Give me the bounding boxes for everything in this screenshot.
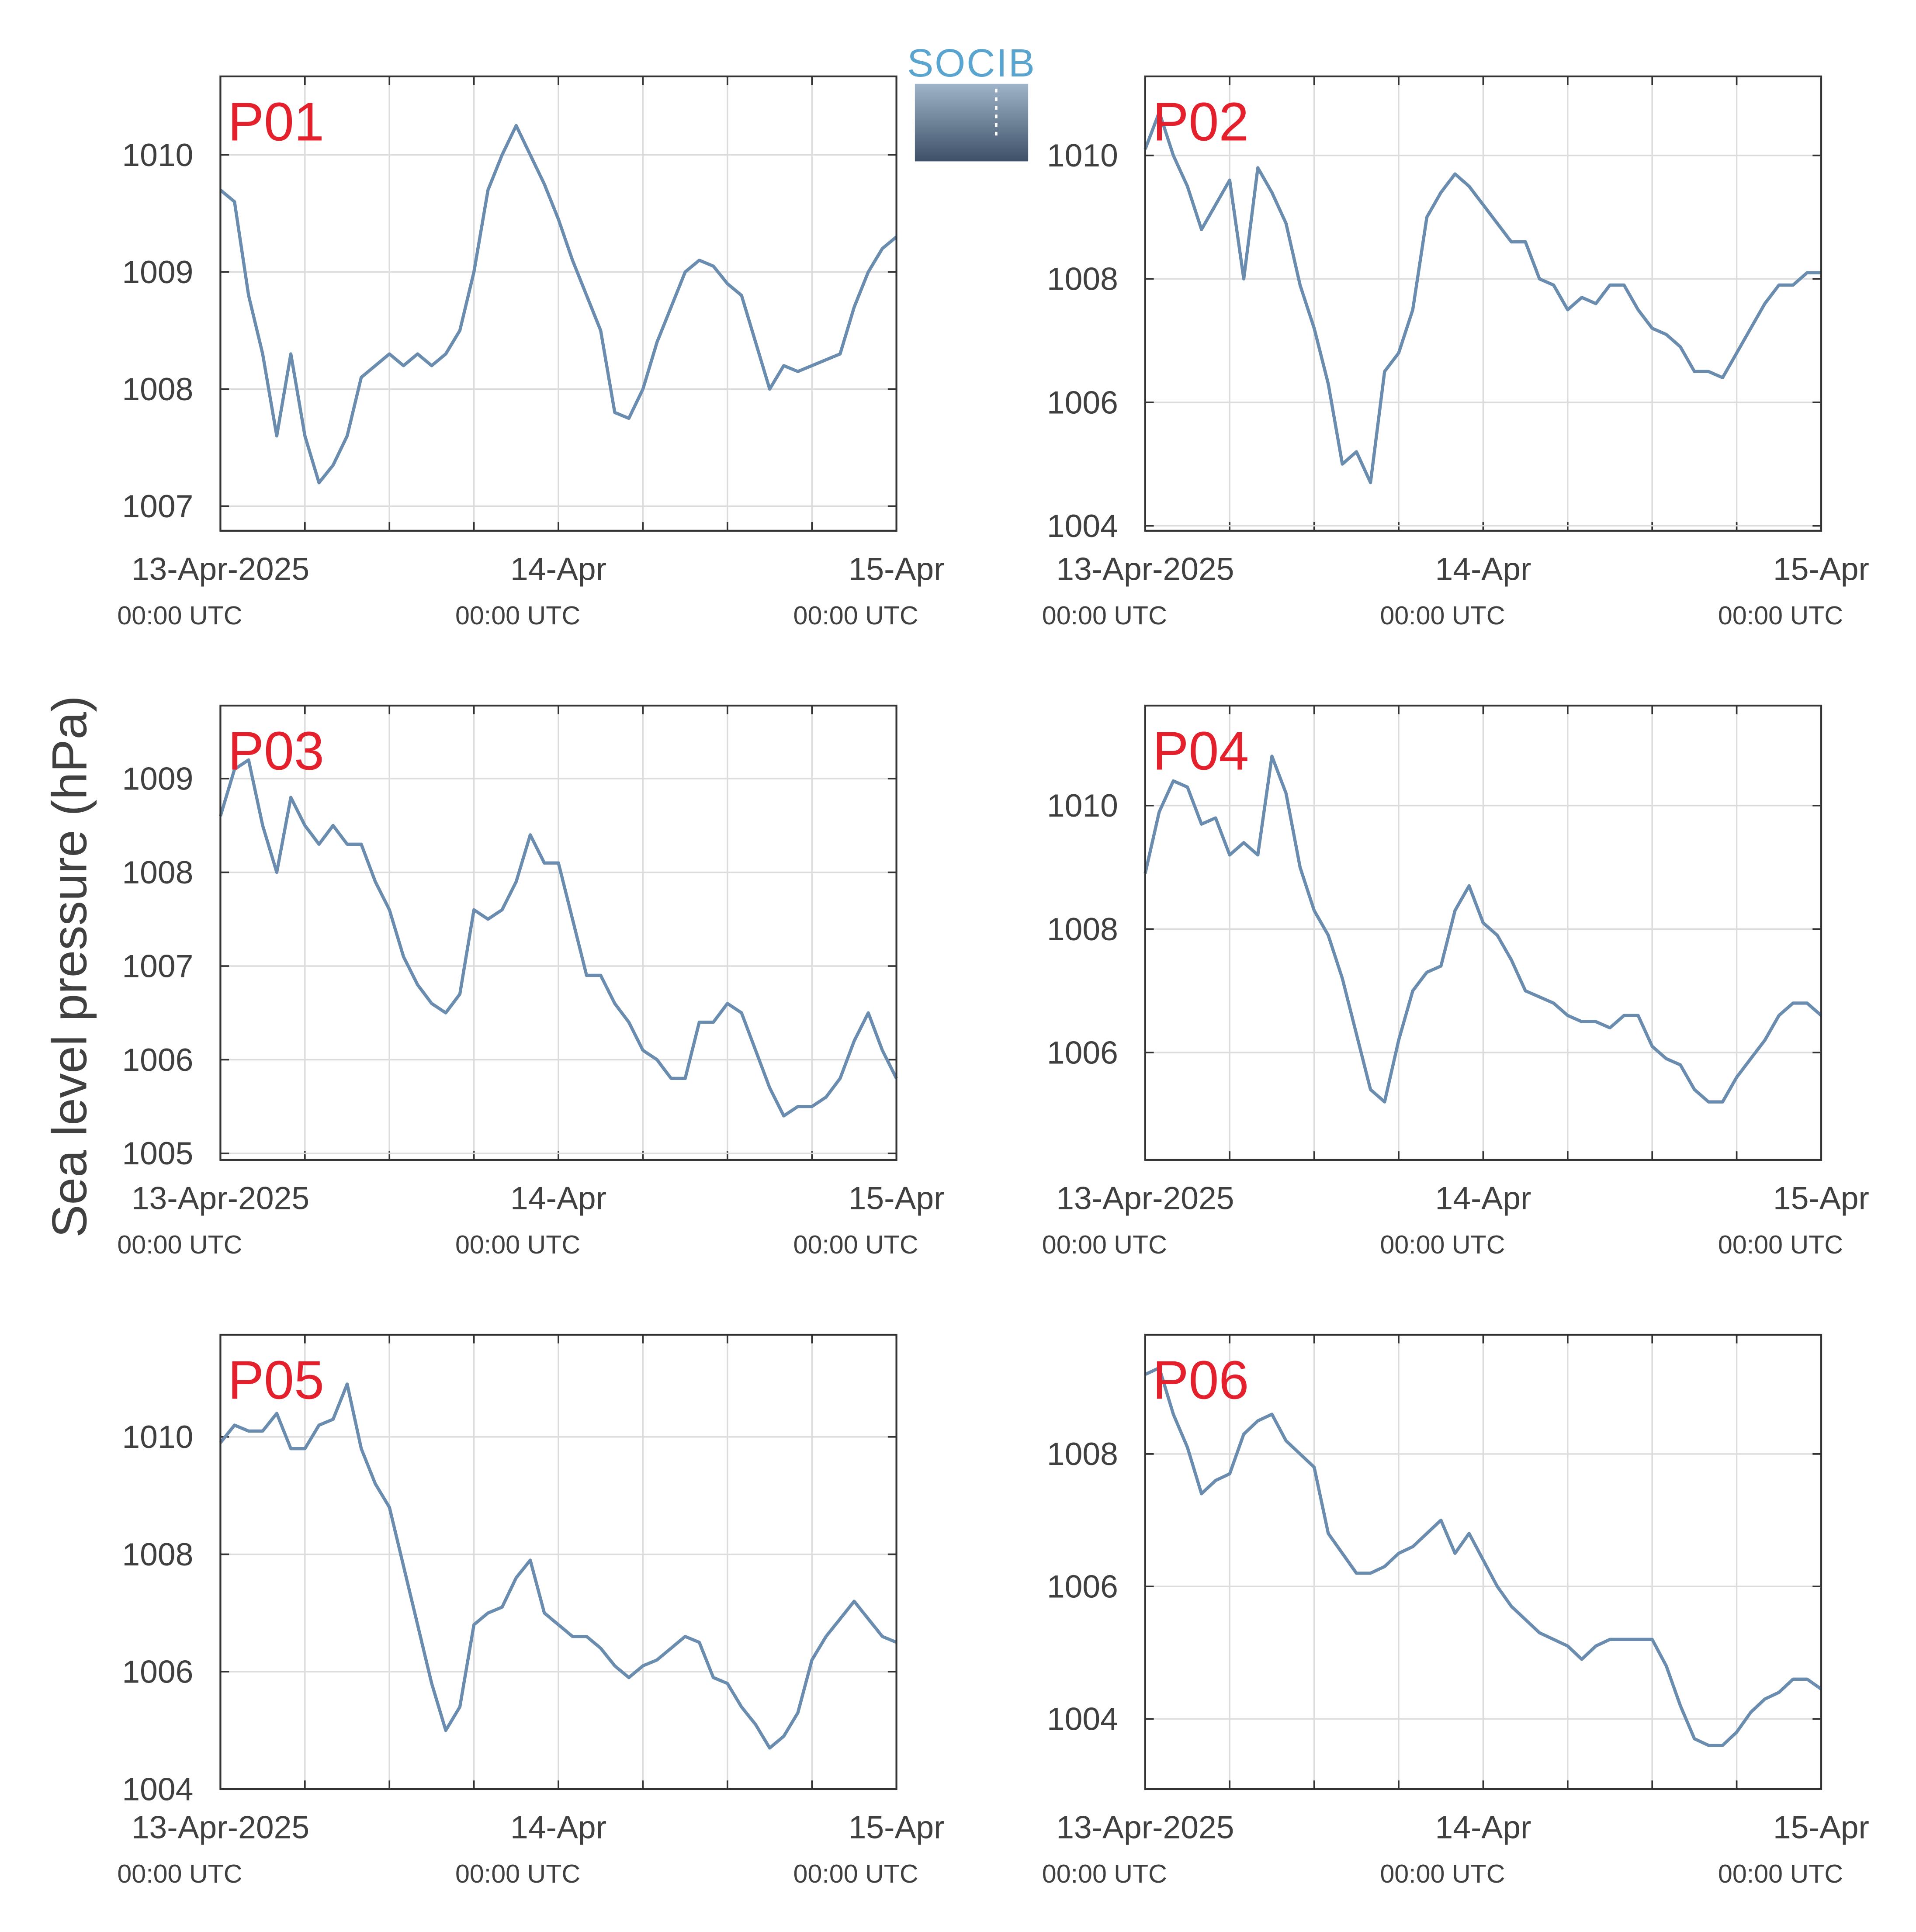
- y-tick-label: 1006: [122, 1654, 193, 1690]
- y-tick-label: 1004: [1047, 1701, 1118, 1737]
- axes-frame: [219, 704, 897, 1161]
- logo-text: SOCIB: [907, 41, 1036, 85]
- x-tick-label: 13-Apr-2025: [132, 1810, 309, 1845]
- x-tick-label: 14-Apr: [1435, 1181, 1531, 1216]
- y-tick-label: 1008: [122, 371, 193, 407]
- y-tick-label: 1006: [1047, 1568, 1118, 1604]
- axes-frame: [219, 1333, 897, 1790]
- y-tick-label: 1009: [122, 761, 193, 797]
- panel-title: P03: [228, 721, 324, 782]
- x-tick-sublabel: 00:00 UTC: [1042, 1230, 1167, 1259]
- x-tick-label: 15-Apr: [849, 551, 945, 587]
- x-tick-sublabel: 00:00 UTC: [1380, 1859, 1505, 1888]
- x-tick-label: 15-Apr: [1773, 1181, 1869, 1216]
- panel: 13-Apr-2025 00:00 UTC 14-Apr 00:00 UTC 15-Ap…: [1042, 704, 1869, 1259]
- y-tick-label: 1006: [1047, 384, 1118, 420]
- y-tick-label: 1010: [122, 137, 193, 173]
- x-tick-sublabel: 00:00 UTC: [455, 1230, 580, 1259]
- y-axis-label: Sea level pressure (hPa): [42, 696, 97, 1238]
- x-tick-label: 15-Apr: [1773, 551, 1869, 587]
- y-tick-label: 1008: [1047, 261, 1118, 297]
- x-tick-sublabel: 00:00 UTC: [117, 1859, 242, 1888]
- panel: 13-Apr-2025 00:00 UTC 14-Apr 00:00 UTC 15-Ap…: [117, 1333, 945, 1888]
- x-tick-label: 14-Apr: [510, 551, 606, 587]
- x-tick-label: 13-Apr-2025: [132, 1181, 309, 1216]
- x-tick-label: 15-Apr: [1773, 1810, 1869, 1845]
- x-tick-sublabel: 00:00 UTC: [1718, 1859, 1843, 1888]
- x-tick-sublabel: 00:00 UTC: [1042, 601, 1167, 630]
- y-tick-label: 1008: [1047, 911, 1118, 947]
- y-tick-label: 1006: [1047, 1035, 1118, 1070]
- x-tick-sublabel: 00:00 UTC: [455, 1859, 580, 1888]
- axes-frame: [1144, 704, 1822, 1161]
- axes-frame: [1144, 75, 1822, 532]
- y-tick-label: 1006: [122, 1042, 193, 1078]
- panel-title: P05: [228, 1350, 324, 1411]
- x-tick-sublabel: 00:00 UTC: [117, 601, 242, 630]
- y-tick-label: 1005: [122, 1136, 193, 1171]
- x-tick-label: 15-Apr: [849, 1810, 945, 1845]
- data-line: [1143, 111, 1822, 485]
- y-tick-label: 1008: [1047, 1436, 1118, 1472]
- logo-block: [915, 83, 1029, 162]
- y-tick-label: 1009: [122, 254, 193, 290]
- x-tick-label: 14-Apr: [510, 1181, 606, 1216]
- axes-frame: [219, 75, 897, 532]
- data-line: [218, 758, 898, 1118]
- x-tick-label: 13-Apr-2025: [1056, 1181, 1234, 1216]
- y-tick-label: 1010: [1047, 788, 1118, 824]
- x-tick-sublabel: 00:00 UTC: [793, 1859, 918, 1888]
- y-tick-label: 1007: [122, 488, 193, 524]
- panel: 13-Apr-2025 00:00 UTC 14-Apr 00:00 UTC 15-Ap…: [117, 704, 945, 1259]
- x-tick-label: 15-Apr: [849, 1181, 945, 1216]
- y-tick-label: 1008: [122, 1537, 193, 1572]
- panel-title: P06: [1153, 1350, 1249, 1411]
- x-tick-label: 14-Apr: [1435, 551, 1531, 587]
- panel-title: P01: [228, 92, 324, 152]
- axes-frame: [1144, 1333, 1822, 1790]
- x-tick-sublabel: 00:00 UTC: [1380, 1230, 1505, 1259]
- panel-title: P04: [1153, 721, 1249, 782]
- y-tick-label: 1010: [122, 1419, 193, 1455]
- y-tick-label: 1004: [122, 1771, 193, 1807]
- x-tick-sublabel: 00:00 UTC: [1380, 601, 1505, 630]
- y-tick-label: 1010: [1047, 138, 1118, 173]
- panel-title: P02: [1153, 92, 1249, 152]
- panel: 13-Apr-2025 00:00 UTC 14-Apr 00:00 UTC 15-Ap…: [117, 75, 945, 630]
- x-tick-sublabel: 00:00 UTC: [117, 1230, 242, 1259]
- panel: 13-Apr-2025 00:00 UTC 14-Apr 00:00 UTC 15-Ap…: [1042, 1333, 1869, 1888]
- x-tick-sublabel: 00:00 UTC: [793, 1230, 918, 1259]
- x-tick-label: 13-Apr-2025: [132, 551, 309, 587]
- data-line: [219, 124, 897, 485]
- x-tick-sublabel: 00:00 UTC: [1042, 1859, 1167, 1888]
- x-tick-sublabel: 00:00 UTC: [1718, 1230, 1843, 1259]
- y-tick-label: 1007: [122, 948, 193, 984]
- data-line: [1144, 1366, 1822, 1747]
- data-line: [219, 1382, 897, 1750]
- x-tick-sublabel: 00:00 UTC: [793, 601, 918, 630]
- x-tick-label: 13-Apr-2025: [1056, 1810, 1234, 1845]
- x-tick-label: 13-Apr-2025: [1056, 551, 1234, 587]
- x-tick-sublabel: 00:00 UTC: [455, 601, 580, 630]
- y-tick-label: 1008: [122, 855, 193, 890]
- x-tick-label: 14-Apr: [510, 1810, 606, 1845]
- panel: 13-Apr-2025 00:00 UTC 14-Apr 00:00 UTC 15-Ap…: [1042, 75, 1869, 630]
- x-tick-label: 14-Apr: [1435, 1810, 1531, 1845]
- x-tick-sublabel: 00:00 UTC: [1718, 601, 1843, 630]
- data-line: [1143, 755, 1822, 1104]
- y-tick-label: 1004: [1047, 508, 1118, 544]
- logo: SOCIB: [907, 41, 1036, 162]
